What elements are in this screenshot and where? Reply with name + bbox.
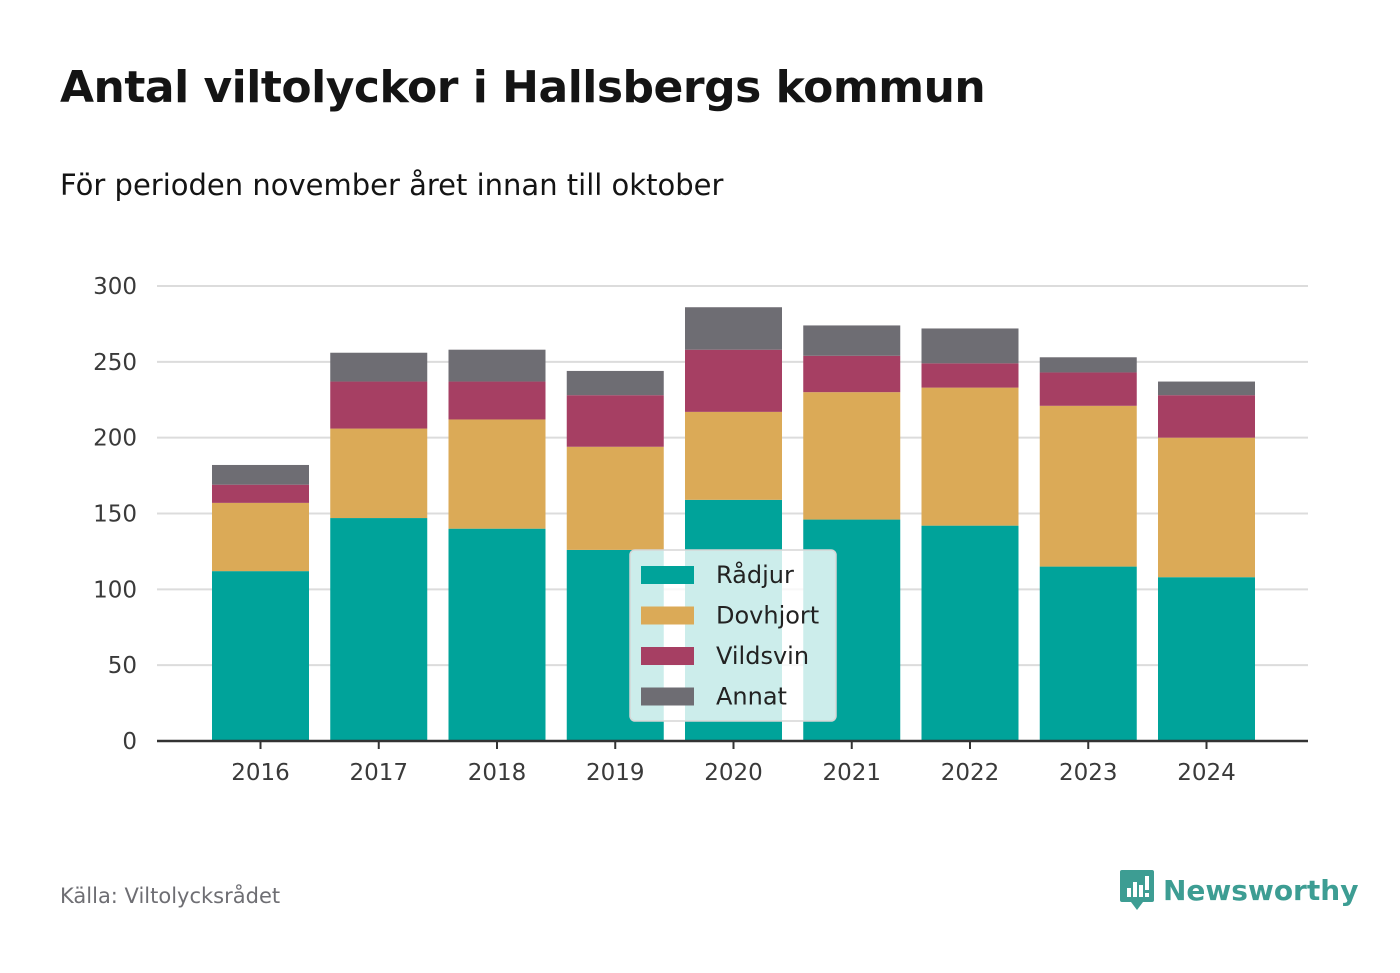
bar-segment <box>448 528 546 741</box>
y-tick-label: 300 <box>93 274 137 300</box>
bar-segment <box>1158 381 1255 396</box>
bar-segment <box>566 370 664 396</box>
bar-segment <box>685 349 782 412</box>
legend-label: Vildsvin <box>716 642 809 670</box>
bar-segment <box>330 352 428 382</box>
legend-label: Dovhjort <box>716 602 819 630</box>
chart-subtitle: För perioden november året innan till ok… <box>60 168 724 202</box>
bar-segment <box>921 328 1019 364</box>
y-tick-label: 0 <box>122 729 137 755</box>
bar-segment <box>566 395 664 447</box>
bar-segment <box>212 571 309 741</box>
bar-segment <box>330 381 428 429</box>
bar-segment <box>212 464 309 485</box>
x-tick-label: 2023 <box>1059 760 1118 786</box>
x-tick-label: 2016 <box>231 760 290 786</box>
y-tick-label: 200 <box>93 426 137 452</box>
bar-segment <box>803 325 901 356</box>
y-tick-label: 50 <box>108 653 137 679</box>
brand-logo: Newsworthy <box>1119 868 1358 912</box>
bar-segment <box>1158 577 1255 741</box>
legend-label: Rådjur <box>716 560 794 589</box>
bar-segment <box>1039 566 1137 741</box>
legend-swatch <box>641 566 694 584</box>
bar-segment <box>921 387 1019 526</box>
bar-segment <box>1039 405 1137 567</box>
bar-segment <box>1039 372 1137 406</box>
source-note: Källa: Viltolycksrådet <box>60 884 281 908</box>
legend-box <box>629 549 837 722</box>
legend-swatch <box>641 606 694 625</box>
legend-label: Annat <box>716 683 787 711</box>
y-tick-label: 250 <box>93 350 137 376</box>
bar-segment <box>448 381 546 420</box>
x-tick-label: 2017 <box>349 760 408 786</box>
x-tick-label: 2020 <box>704 760 763 786</box>
bar-segment <box>685 411 782 500</box>
legend: Rådjur Dovhjort Vildsvin Annat <box>629 549 837 722</box>
y-tick-label: 100 <box>93 577 137 603</box>
x-tick-label: 2018 <box>468 760 527 786</box>
x-tick-label: 2019 <box>586 760 645 786</box>
bar-segment <box>1039 357 1137 373</box>
x-tick-label: 2021 <box>822 760 881 786</box>
y-axis-ticks: 0 50 100 150 200 250 300 <box>93 274 137 755</box>
bar-segment <box>921 363 1019 388</box>
bar-segment <box>212 502 309 572</box>
bar-segment <box>212 484 309 503</box>
y-tick-label: 150 <box>93 502 137 528</box>
bar-segment <box>566 446 664 550</box>
bar-segment <box>330 428 428 519</box>
bar-segment <box>1158 437 1255 578</box>
newsworthy-logo-icon <box>1120 870 1154 910</box>
bar-segment <box>330 518 428 741</box>
x-tick-label: 2024 <box>1177 760 1236 786</box>
chart-title: Antal viltolyckor i Hallsbergs kommun <box>60 62 986 113</box>
bar-segment <box>803 392 901 520</box>
bar-segment <box>685 307 782 350</box>
x-tick-label: 2022 <box>941 760 1000 786</box>
x-axis-ticks: 2016 2017 2018 2019 2020 2021 2022 2023 2024 <box>231 741 1236 786</box>
bar-segment <box>803 355 901 393</box>
legend-swatch <box>641 687 694 706</box>
bar-segment <box>921 525 1019 741</box>
bar-segment <box>1158 395 1255 438</box>
bar-segment <box>448 419 546 529</box>
legend-swatch <box>641 647 694 665</box>
bar-segment <box>448 349 546 382</box>
brand-name: Newsworthy <box>1163 873 1359 907</box>
